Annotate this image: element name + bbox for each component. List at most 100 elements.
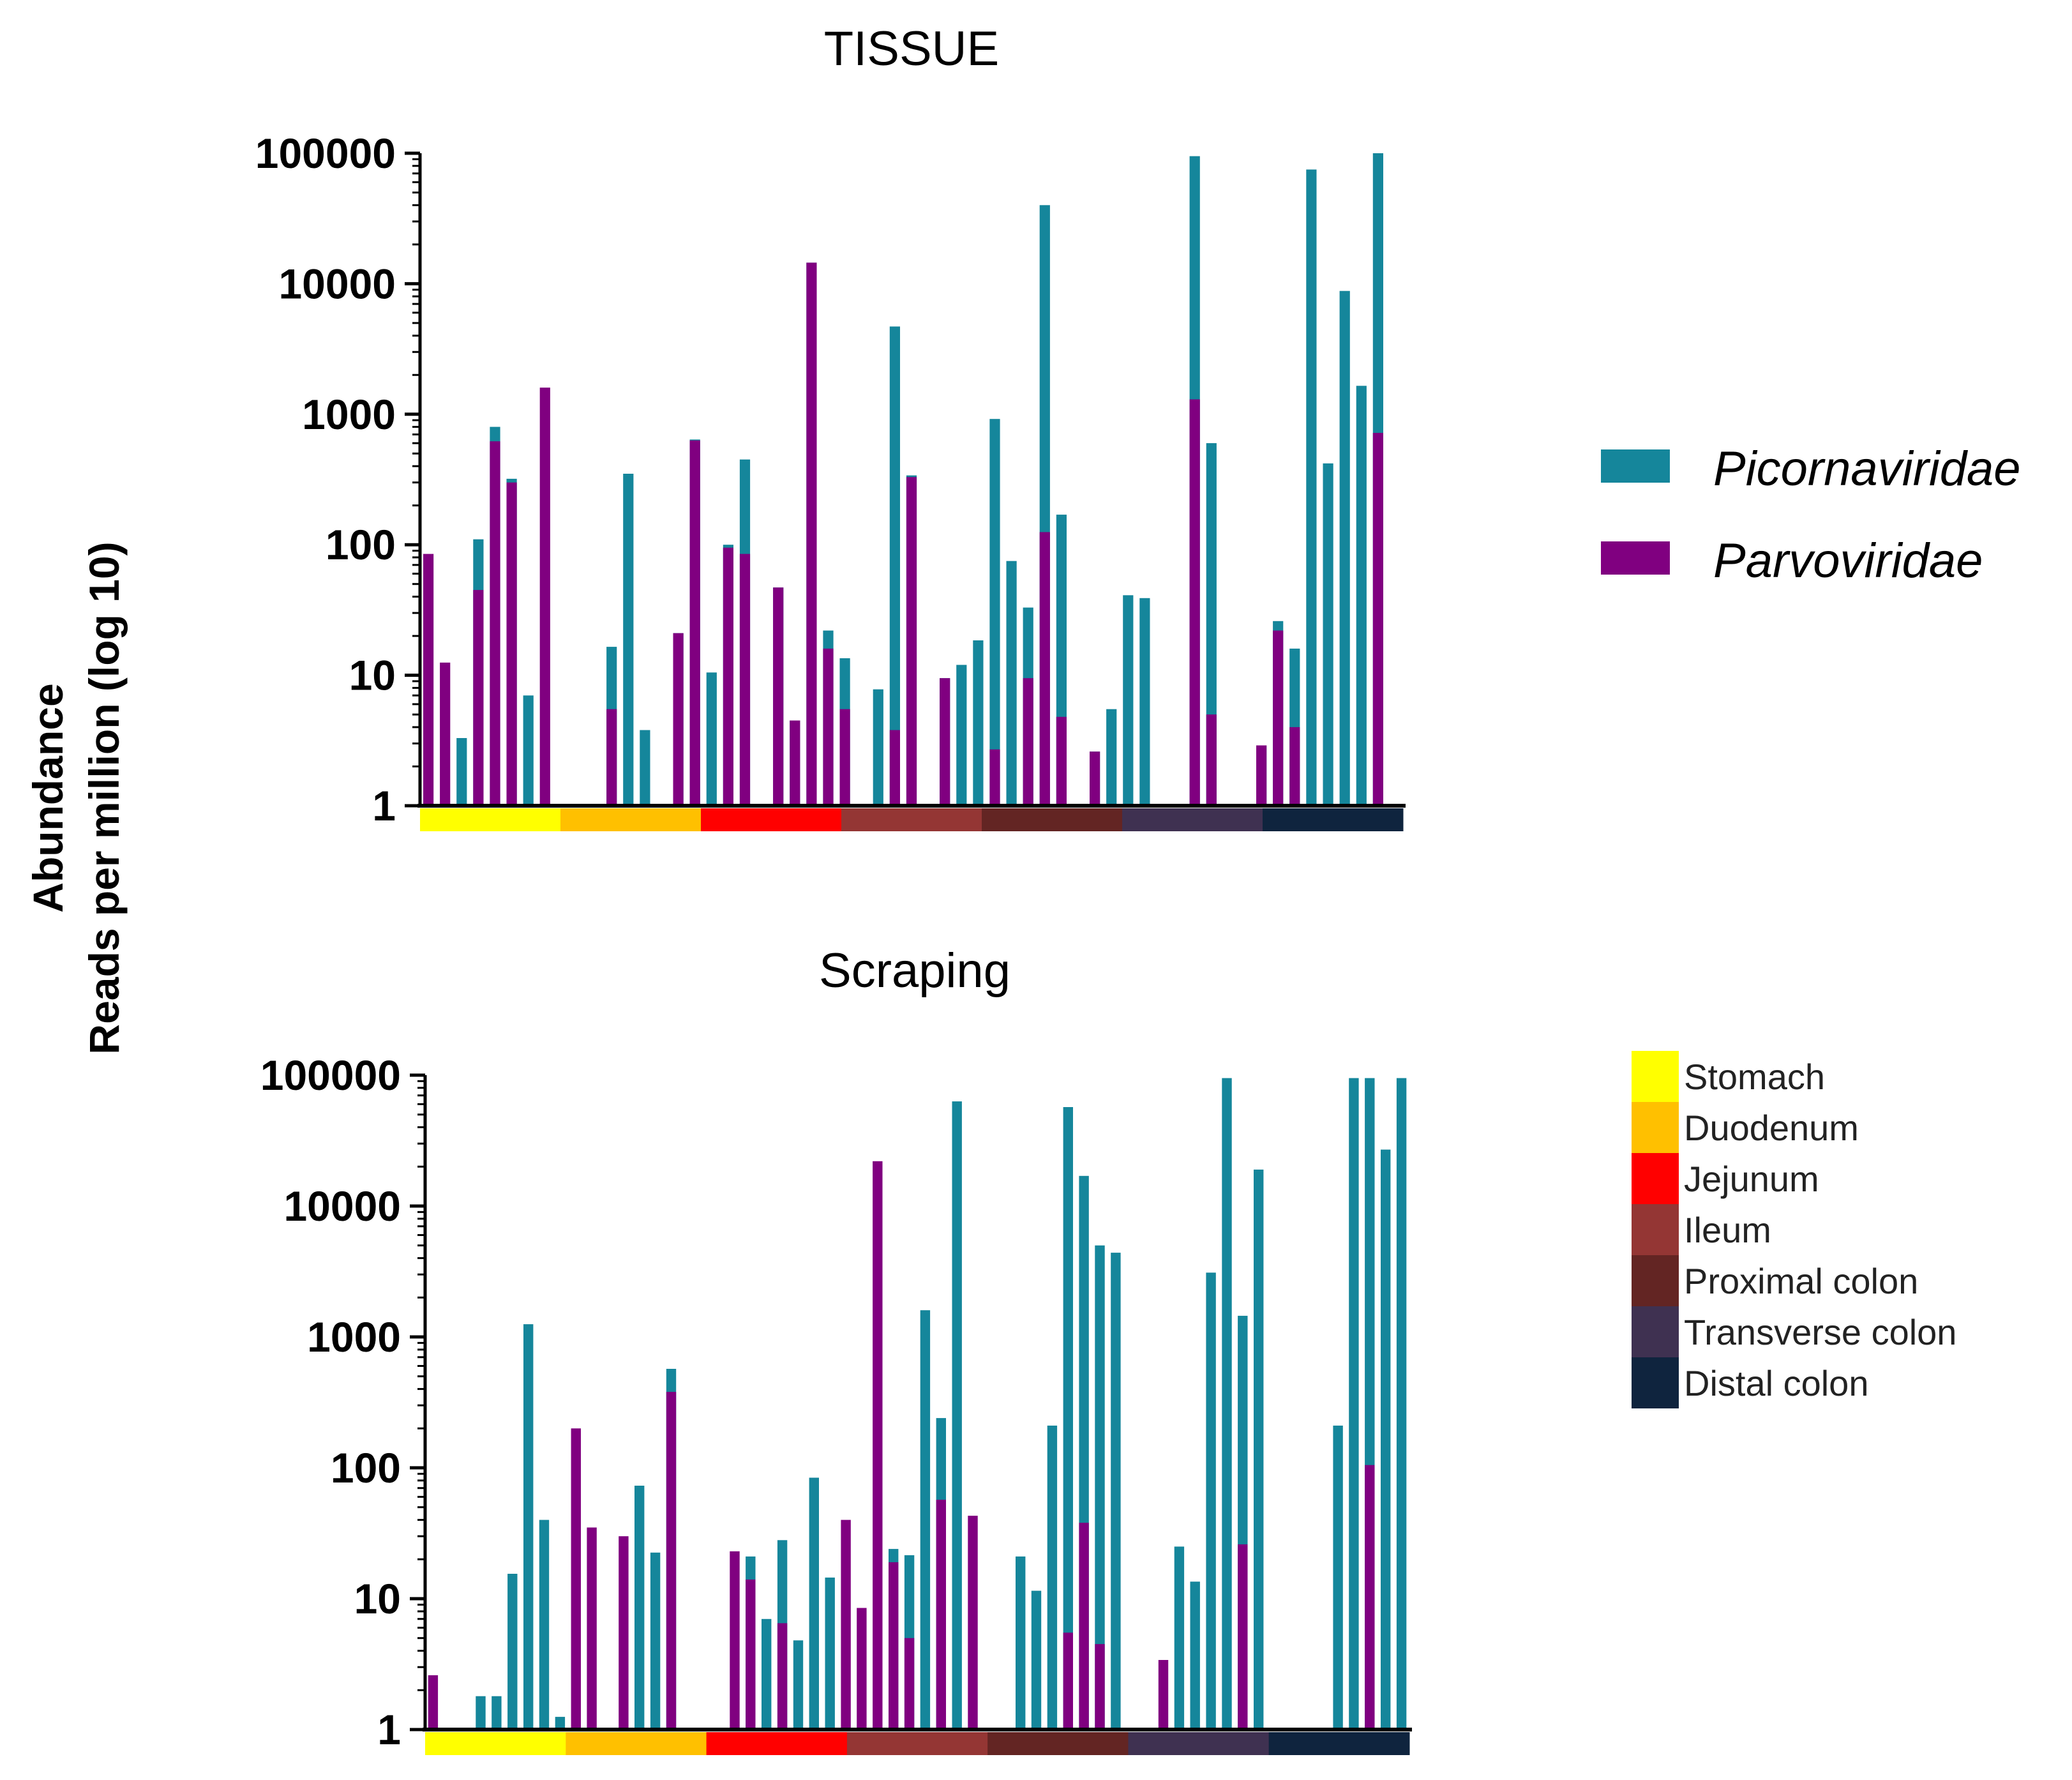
bar-picornaviridae	[1306, 169, 1317, 806]
legend-swatch-parvoviridae	[1601, 541, 1670, 575]
bar-parvoviridae	[423, 554, 434, 806]
bar-picornaviridae	[476, 1696, 486, 1730]
bar-parvoviridae	[1372, 433, 1383, 806]
scraping-axes: 1 10 100 1000 10000 100000	[260, 1052, 1412, 1753]
bar-picornaviridae	[1139, 598, 1150, 806]
region-band-distal-colon	[1263, 808, 1404, 831]
legend-label-ileum: Ileum	[1684, 1210, 1771, 1250]
bar-picornaviridae	[1356, 386, 1367, 806]
y-tick-label: 1	[377, 1706, 401, 1753]
species-legend: Picornaviridae Parvoviridae	[1601, 442, 2021, 588]
bar-parvoviridae	[673, 633, 684, 806]
bar-parvoviridae	[1063, 1633, 1073, 1730]
bar-picornaviridae	[973, 640, 984, 806]
bar-parvoviridae	[473, 590, 484, 806]
bar-parvoviridae	[1206, 714, 1217, 806]
scraping-region-bands	[425, 1732, 1410, 1755]
bar-parvoviridae	[587, 1527, 597, 1730]
region-band-ileum	[841, 808, 982, 831]
bar-parvoviridae	[689, 440, 700, 806]
region-band-proximal-colon	[987, 1732, 1129, 1755]
bar-picornaviridae	[1047, 1425, 1058, 1730]
region-band-distal-colon	[1268, 1732, 1410, 1755]
legend-swatch-ileum	[1632, 1204, 1679, 1255]
bar-picornaviridae	[706, 672, 717, 806]
bar-parvoviridae	[619, 1536, 629, 1730]
legend-swatch-proximal-colon	[1632, 1255, 1679, 1306]
bar-parvoviridae	[440, 662, 451, 806]
region-band-proximal-colon	[982, 808, 1123, 831]
bar-parvoviridae	[1189, 399, 1200, 806]
bar-picornaviridae	[825, 1577, 835, 1730]
bar-parvoviridae	[746, 1580, 756, 1730]
legend-label-duodenum: Duodenum	[1684, 1108, 1859, 1148]
bar-parvoviridae	[506, 482, 517, 806]
region-band-duodenum	[560, 808, 702, 831]
bar-parvoviridae	[1090, 751, 1100, 806]
legend-swatch-distal-colon	[1632, 1357, 1679, 1408]
bar-parvoviridae	[1289, 727, 1300, 806]
tissue-region-bands	[420, 808, 1404, 831]
bar-parvoviridae	[889, 1562, 899, 1730]
bar-picornaviridae	[956, 665, 967, 806]
bar-parvoviridae	[989, 749, 1000, 806]
legend-swatch-transverse-colon	[1632, 1306, 1679, 1357]
y-axis-label: Abundance Reads per million (log 10)	[24, 541, 128, 1054]
bar-picornaviridae	[640, 730, 650, 806]
legend-label-picornaviridae: Picornaviridae	[1713, 442, 2021, 496]
bar-picornaviridae	[1323, 463, 1333, 806]
bar-parvoviridae	[806, 262, 817, 806]
tissue-panel: TISSUE 1 10 100 1000 10000 100000	[255, 22, 1406, 831]
bar-picornaviridae	[1031, 1590, 1042, 1730]
bar-picornaviridae	[1095, 1245, 1105, 1730]
bar-picornaviridae	[1111, 1253, 1121, 1730]
bar-picornaviridae	[523, 695, 534, 806]
bar-picornaviridae	[456, 738, 467, 806]
region-band-stomach	[425, 1732, 566, 1755]
y-tick-label: 10000	[278, 260, 396, 307]
bar-picornaviridae	[507, 1574, 518, 1730]
y-axis-label-line1: Abundance	[24, 683, 71, 912]
bar-parvoviridae	[839, 709, 850, 806]
tissue-bars	[423, 153, 1383, 806]
bar-parvoviridae	[1039, 532, 1050, 806]
y-tick-label: 10000	[283, 1182, 401, 1230]
bar-picornaviridae	[1063, 1107, 1073, 1730]
bar-parvoviridae	[739, 554, 751, 806]
bar-parvoviridae	[1365, 1465, 1375, 1730]
bar-picornaviridae	[952, 1101, 962, 1730]
y-tick-label: 10	[349, 652, 396, 699]
bar-picornaviridae	[1381, 1149, 1391, 1730]
bar-picornaviridae	[523, 1324, 534, 1730]
bar-parvoviridae	[1056, 716, 1067, 806]
bar-picornaviridae	[1123, 595, 1134, 806]
bar-picornaviridae	[920, 1310, 931, 1730]
bar-picornaviridae	[650, 1552, 661, 1730]
bar-picornaviridae	[989, 419, 1000, 806]
region-band-transverse-colon	[1122, 808, 1263, 831]
bar-parvoviridae	[606, 709, 617, 806]
bar-parvoviridae	[936, 1500, 946, 1730]
bar-parvoviridae	[889, 730, 900, 806]
bar-picornaviridae	[762, 1618, 772, 1730]
bar-parvoviridae	[539, 388, 550, 806]
bar-parvoviridae	[873, 1161, 883, 1730]
bar-picornaviridae	[623, 474, 634, 806]
bar-parvoviridae	[940, 678, 950, 806]
bar-parvoviridae	[1023, 678, 1033, 806]
region-band-jejunum	[701, 808, 842, 831]
legend-label-distal-colon: Distal colon	[1684, 1363, 1868, 1403]
bar-picornaviridae	[1254, 1169, 1264, 1730]
bar-picornaviridae	[1339, 290, 1350, 806]
y-tick-label: 1000	[302, 391, 396, 438]
bar-parvoviridae	[790, 720, 800, 806]
scraping-bars	[428, 1078, 1407, 1730]
bar-parvoviridae	[666, 1392, 677, 1730]
y-axis-label-line2: Reads per million (log 10)	[80, 541, 128, 1054]
legend-label-proximal-colon: Proximal colon	[1684, 1261, 1918, 1301]
bar-picornaviridae	[1174, 1546, 1185, 1730]
bar-parvoviridae	[777, 1623, 788, 1730]
bar-parvoviridae	[841, 1520, 851, 1730]
legend-swatch-picornaviridae	[1601, 449, 1670, 483]
